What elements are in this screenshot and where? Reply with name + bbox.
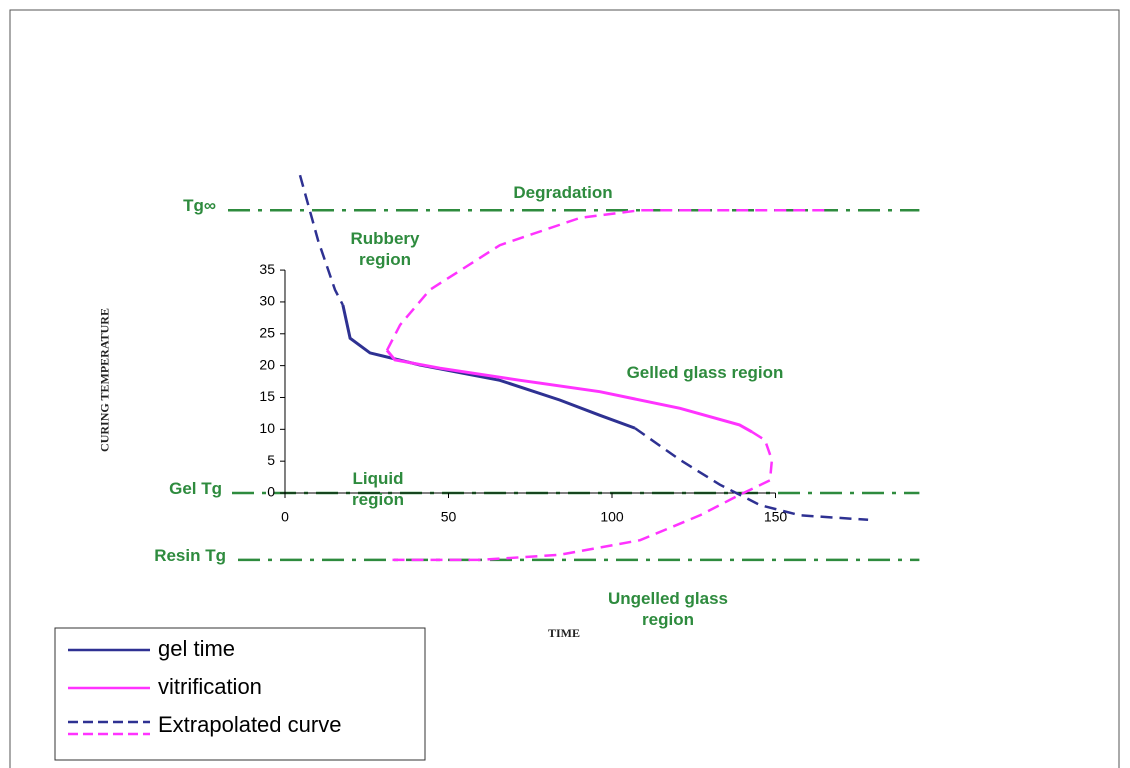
y-axis-label: CURING TEMPERATURE [97,308,112,452]
legend-label: gel time [158,636,236,661]
y-tick-label: 10 [259,420,275,436]
x-axis-label: TIME [548,626,581,640]
reference-label: Tg∞ [183,196,216,216]
legend-label: Extrapolated curve [158,712,342,737]
annotation: Degradation [513,183,613,202]
y-tick-label: 15 [259,388,275,404]
x-tick-label: 150 [764,509,788,525]
y-tick-label: 20 [259,356,275,372]
series-line [385,208,831,562]
x-tick-label: 100 [600,509,624,525]
series-line [298,174,869,522]
reference-label: Gel Tg [169,479,222,499]
x-tick-label: 0 [281,509,289,525]
x-tick-label: 50 [441,509,457,525]
y-tick-label: 5 [267,452,275,468]
annotation: Liquid region [352,469,404,509]
annotation: Gelled glass region [626,363,784,382]
y-tick-label: 35 [259,261,275,277]
legend-label: vitrification [158,674,262,699]
reference-label: Resin Tg [154,545,226,565]
series-line [385,349,753,434]
y-tick-label: 30 [259,293,275,309]
annotation: Rubbery region [350,229,420,269]
y-tick-label: 0 [267,484,275,500]
annotation: Ungelled glass region [608,589,728,629]
frame [9,9,1120,768]
y-tick-label: 25 [259,324,275,340]
